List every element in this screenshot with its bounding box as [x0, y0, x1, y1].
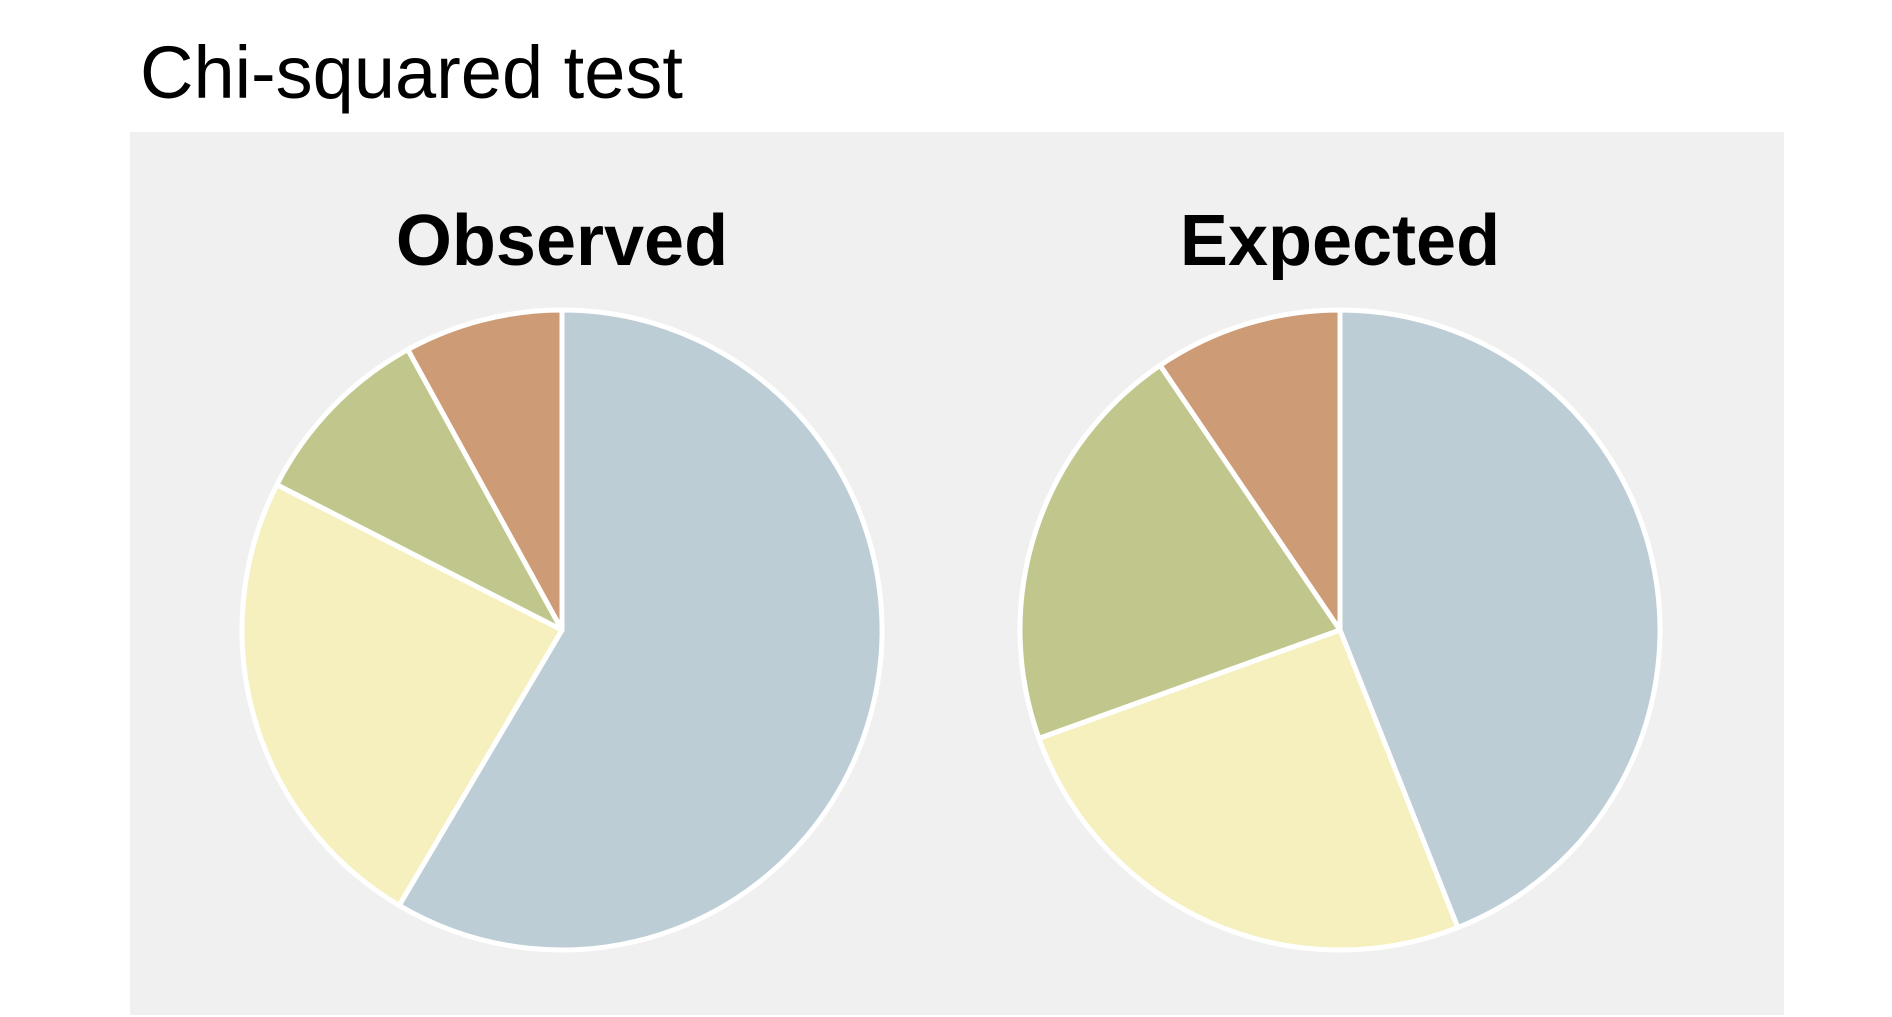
pie-title-expected: Expected [1180, 201, 1500, 281]
pie-slice-expected-4 [1157, 307, 1343, 633]
pie-expected: Expected [1017, 201, 1663, 953]
pie-observed: Observed [239, 201, 885, 953]
pie-slice-observed-4 [405, 307, 565, 633]
pie-slice-expected-1 [1337, 307, 1663, 931]
pie-title-observed: Observed [396, 201, 728, 281]
pie-slice-expected-3 [1017, 362, 1343, 741]
pie-slice-observed-1 [396, 307, 885, 953]
pie-slice-expected-2 [1036, 627, 1461, 953]
pie-slice-observed-3 [274, 347, 565, 633]
page-title: Chi-squared test [140, 31, 683, 114]
